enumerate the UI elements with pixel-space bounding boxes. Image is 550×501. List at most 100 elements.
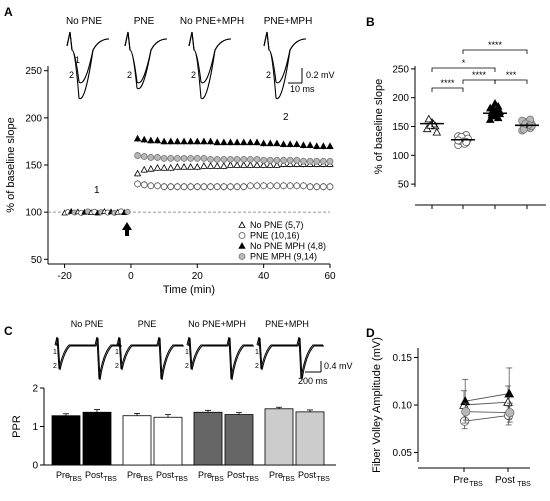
a-data-point [200,162,208,169]
c-x-subscript: TBS [139,476,153,483]
d-x-tick-label: Pre [453,475,469,486]
a-data-point [173,163,182,170]
a-data-point [280,182,287,190]
c-x-tick-label: Post [156,470,175,480]
a-data-point [160,164,168,171]
a-data-point [200,154,208,162]
a-data-point [253,161,261,168]
c-x-tick-label: Pre [198,470,212,480]
a-data-point [180,183,188,191]
b-y-tick-label: 200 [392,93,409,104]
a-data-point [266,182,274,190]
a-annot-2: 2 [283,112,289,123]
a-data-point [147,154,155,161]
a-data-point [160,183,168,191]
b-y-tick-label: 100 [392,151,409,162]
a-data-point [286,156,294,164]
c-x-subscript: TBS [174,476,188,483]
a-data-point [226,161,235,168]
a-data-point [240,161,248,168]
a-legend-label: PNE (10,16) [250,231,300,241]
b-y-tick-label: 150 [392,122,409,133]
c-y-tick-label: 0 [32,461,38,472]
a-data-point [286,160,294,167]
a-trace-post [263,31,307,100]
a-data-point [319,157,327,165]
a-data-point [206,137,215,145]
a-data-point [266,139,274,147]
a-data-point [233,138,241,146]
a-data-point [266,156,274,164]
panel-letter-a: A [4,5,13,19]
a-data-point [154,154,161,161]
a-data-point [299,141,308,148]
a-data-point [246,182,254,190]
a-data-point [220,162,228,169]
a-legend-label: PNE MPH (9,14) [250,252,317,262]
a-data-point [260,156,268,164]
c-trace-label-pne-mph: PNE+MPH [265,319,309,329]
a-data-point [186,163,195,170]
d-x-subscript: TBS [517,481,531,488]
c-trace-label-no-pne-mph: No PNE+MPH [188,319,246,329]
a-data-point [140,181,148,189]
a-y-label: % of baseline slope [5,117,17,212]
a-data-point [200,183,208,191]
a-x-tick-label: 0 [128,271,134,282]
a-data-point [227,183,234,191]
c-scalebar-voltage: 0.4 mV [324,361,353,371]
d-y-label: Fiber Volley Amplitude (mV) [371,337,383,473]
b-y-tick-label: 50 [398,180,410,191]
a-trace-num: 2 [127,70,132,80]
a-data-point [133,169,142,177]
c-bar [153,416,183,466]
d-y-tick-label: 0.15 [393,353,413,364]
a-trace-post [66,31,110,100]
a-data-point [140,165,148,173]
a-legend-marker [238,253,246,260]
b-data-point [432,127,442,136]
b-sig-bracket [462,79,496,84]
c-trace-num: 1 [115,349,119,356]
a-x-tick-label: 60 [324,271,336,282]
a-data-point [286,140,294,148]
a-legend-marker [238,242,246,249]
c-x-subscript: TBS [245,476,259,483]
d-x-tick-label: Post [495,475,515,486]
c-bar [224,414,254,466]
a-data-point [293,156,301,164]
b-sig-label: * [462,58,466,68]
a-data-point [213,162,221,169]
a-data-point [220,183,228,191]
a-data-point [233,161,241,168]
a-data-point [147,164,155,172]
a-data-point [279,160,288,167]
a-data-point [313,157,321,165]
a-x-tick-label: 20 [192,271,204,282]
b-sig-label: **** [472,70,487,80]
panel-letter-b: B [366,15,375,29]
c-trace-num: 1 [185,349,189,356]
a-data-point [160,154,168,162]
c-x-tick-label: Pre [127,470,141,480]
d-y-tick-label: 0.05 [393,448,413,459]
a-x-tick-label: -20 [57,271,72,282]
a-trace-num: 2 [191,70,196,80]
c-trace-num: 2 [185,363,189,370]
b-sig-bracket [431,67,496,72]
a-data-point [240,183,248,191]
a-data-point [319,142,328,149]
a-data-point [220,155,228,163]
a-x-label: Time (min) [163,284,215,296]
a-data-point [300,182,307,190]
a-data-point [186,137,195,145]
a-y-tick-label: 200 [25,113,42,124]
a-data-point [326,142,334,149]
a-data-point [154,182,161,190]
c-x-tick-label: Post [85,470,104,480]
c-trace-label-no-pne: No PNE [71,319,104,329]
d-series-line [463,401,509,406]
a-data-point [240,155,248,163]
a-data-point [280,156,287,164]
